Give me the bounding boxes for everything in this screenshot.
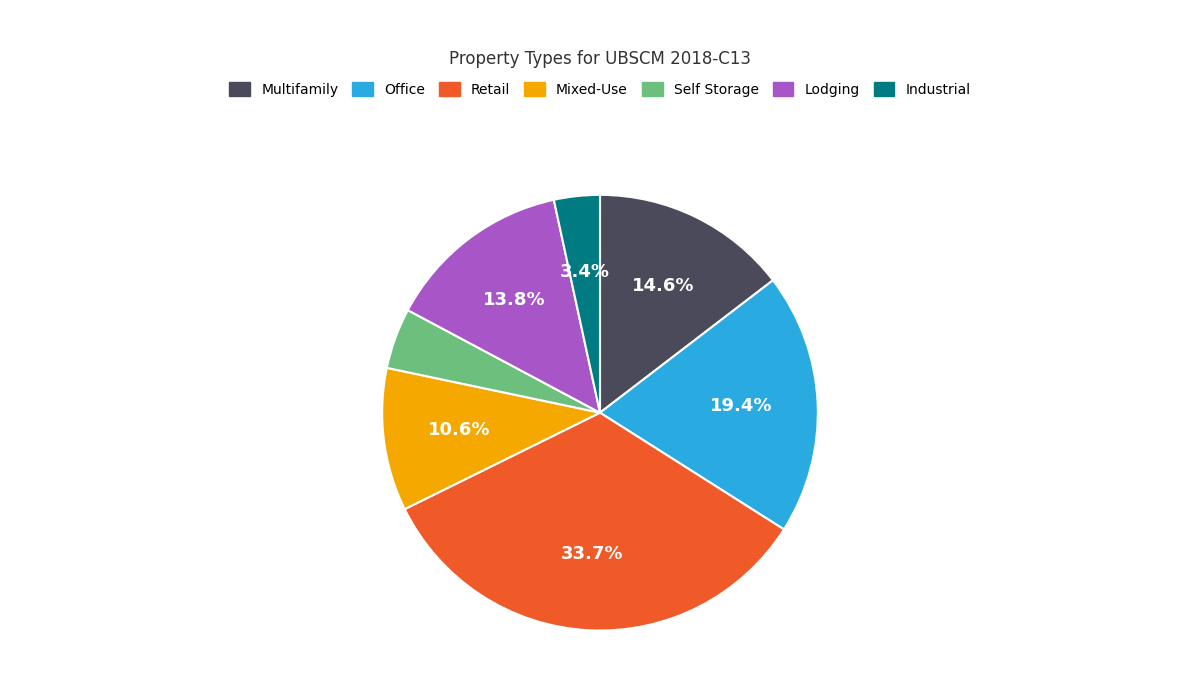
Legend: Multifamily, Office, Retail, Mixed-Use, Self Storage, Lodging, Industrial: Multifamily, Office, Retail, Mixed-Use, … [223, 76, 977, 102]
Text: 13.8%: 13.8% [484, 290, 546, 309]
Title: Property Types for UBSCM 2018-C13: Property Types for UBSCM 2018-C13 [449, 50, 751, 68]
Text: 19.4%: 19.4% [710, 398, 773, 416]
Wedge shape [382, 368, 600, 509]
Text: 14.6%: 14.6% [631, 276, 694, 295]
Wedge shape [408, 199, 600, 413]
Wedge shape [386, 310, 600, 413]
Wedge shape [554, 195, 600, 413]
Text: 33.7%: 33.7% [562, 545, 624, 563]
Text: 3.4%: 3.4% [560, 263, 610, 281]
Wedge shape [600, 280, 818, 529]
Wedge shape [404, 413, 784, 631]
Text: 10.6%: 10.6% [428, 421, 491, 440]
Wedge shape [600, 195, 773, 413]
